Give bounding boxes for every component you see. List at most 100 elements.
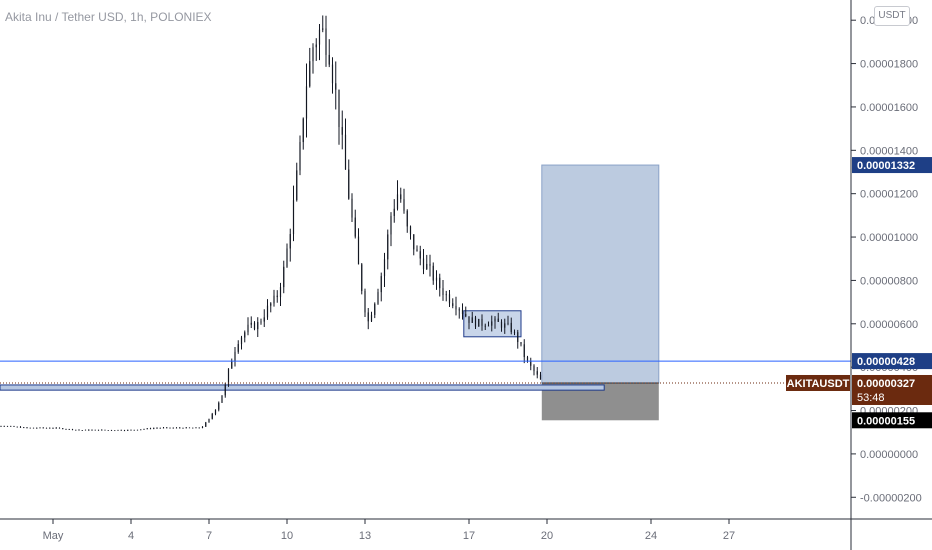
candle-body: [536, 371, 538, 375]
candle-body: [279, 287, 282, 298]
price-series: [0, 15, 542, 432]
candle-body: [68, 429, 70, 430]
symbol-label-bg: [786, 374, 850, 391]
current-price-tag: [852, 374, 932, 405]
candle-body: [130, 429, 132, 431]
candle-body: [159, 427, 161, 429]
bar-countdown: 53:48: [857, 392, 885, 404]
candle-body: [471, 317, 473, 323]
chart-overlays: [0, 360, 851, 384]
candle-body: [29, 427, 31, 429]
candle-body: [101, 429, 103, 431]
candle-body: [270, 303, 272, 306]
candle-body: [198, 427, 200, 429]
candle-body: [312, 47, 314, 62]
candle-body: [302, 118, 304, 143]
candle-body: [513, 332, 516, 333]
candle-body: [500, 321, 503, 328]
candle-body: [283, 266, 285, 288]
currency-unit-button[interactable]: USDT: [874, 6, 910, 26]
candle-body: [439, 277, 441, 289]
candle-body: [52, 428, 54, 429]
candle-body: [205, 422, 207, 427]
candle-body: [10, 426, 12, 427]
candle-body: [224, 384, 226, 396]
candle-body: [78, 429, 80, 431]
candle-body: [445, 294, 447, 296]
candle-body: [266, 305, 269, 318]
price-tag-4: [852, 412, 932, 429]
candle-body: [380, 276, 382, 293]
price-tick-label: 0.00001800: [860, 59, 918, 71]
candle-body: [455, 305, 457, 310]
candle-body: [231, 360, 233, 369]
candle-body: [257, 322, 259, 330]
candle-body: [39, 427, 41, 429]
candle-body: [234, 351, 236, 361]
candle-body: [55, 427, 57, 429]
candle-body: [494, 318, 496, 322]
candle-body: [175, 427, 178, 429]
candle-body: [413, 234, 415, 250]
candle-body: [75, 429, 77, 431]
candle-body: [530, 360, 532, 366]
price-tag-label: 0.00000155: [857, 415, 915, 427]
time-axis[interactable]: May 4 7 10 13 17 20 24 27: [0, 518, 932, 542]
candle-body: [448, 294, 451, 304]
candle-body: [435, 277, 438, 281]
candle-body: [419, 251, 421, 259]
candle-body: [81, 430, 83, 431]
price-axis[interactable]: 0.000020000.000018000.000016000.00001400…: [850, 0, 922, 550]
candle-body: [143, 429, 145, 430]
candle-body: [393, 208, 395, 216]
candle-body: [218, 402, 220, 410]
candle-body: [533, 365, 535, 372]
candle-body: [510, 322, 512, 333]
candle-body: [156, 427, 158, 429]
price-tick-label: 0.00000000: [860, 449, 918, 461]
candle-body: [409, 226, 412, 235]
candle-body: [273, 295, 275, 304]
candle-body: [97, 429, 100, 431]
candle-body: [487, 325, 490, 327]
candle-body: [185, 427, 187, 429]
candle-body: [335, 83, 337, 90]
candle-body: [23, 427, 25, 429]
candle-body: [526, 357, 529, 361]
candle-body: [16, 426, 18, 428]
time-tick-label: 7: [206, 530, 212, 542]
candle-body: [348, 169, 350, 199]
candle-body: [325, 28, 327, 55]
candle-body: [478, 318, 480, 327]
candle-body: [240, 337, 243, 345]
candle-body: [341, 127, 343, 135]
candle-body: [94, 429, 96, 431]
candle-body: [318, 29, 321, 45]
candle-body: [84, 429, 87, 431]
candle-body: [387, 234, 389, 260]
candle-body: [208, 418, 210, 423]
candle-body: [383, 259, 386, 277]
price-tag-label: 0.00001332: [857, 160, 915, 172]
candle-body: [406, 210, 408, 227]
candle-body: [322, 28, 324, 30]
candle-body: [390, 215, 392, 235]
candle-body: [110, 430, 113, 431]
candle-body: [91, 429, 93, 431]
target-zone: [541, 164, 660, 384]
candle-body: [523, 344, 525, 358]
candle-body: [247, 324, 249, 333]
time-tick-label: 27: [723, 530, 735, 542]
candle-body: [400, 194, 402, 200]
candle-body: [403, 199, 405, 211]
candle-body: [250, 322, 252, 325]
price-tick-label: -0.00000200: [860, 492, 922, 504]
candle-body: [468, 316, 470, 323]
candle-body: [13, 426, 15, 427]
candle-body: [517, 332, 519, 343]
candle-body: [497, 318, 499, 322]
candle-body: [172, 427, 174, 429]
candle-body: [58, 427, 61, 429]
candle-body: [481, 318, 483, 326]
